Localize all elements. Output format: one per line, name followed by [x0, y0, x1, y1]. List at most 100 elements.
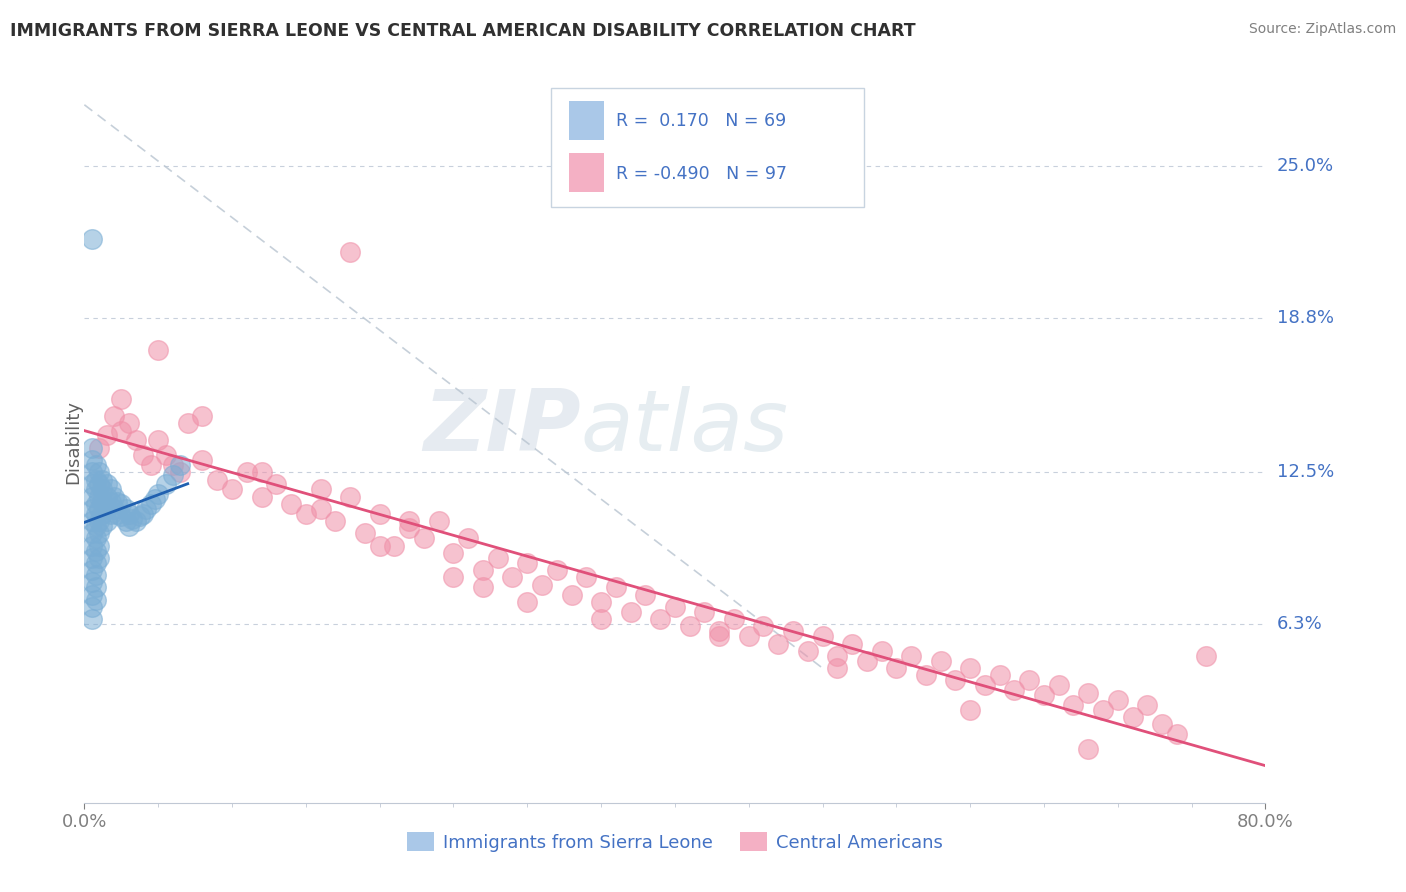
Point — [80, 588, 103, 602]
Point — [96, 502, 118, 516]
Point — [135, 502, 157, 516]
Point — [309, 502, 332, 516]
Text: 12.5%: 12.5% — [1277, 463, 1334, 481]
Text: 6.3%: 6.3% — [1277, 615, 1322, 633]
Point — [105, 494, 128, 508]
Point — [591, 595, 613, 609]
Point — [84, 483, 107, 497]
Point — [121, 511, 143, 525]
Point — [929, 654, 952, 668]
Point — [768, 637, 790, 651]
Point — [1195, 648, 1218, 663]
Point — [155, 448, 177, 462]
Point — [139, 458, 162, 472]
Text: atlas: atlas — [581, 385, 789, 468]
Point — [575, 570, 598, 584]
Point — [80, 453, 103, 467]
Point — [103, 490, 125, 504]
Point — [266, 477, 288, 491]
Point — [100, 483, 122, 497]
Point — [398, 521, 420, 535]
Point — [110, 424, 132, 438]
Point — [84, 580, 107, 594]
Point — [143, 492, 166, 507]
Point — [1166, 727, 1188, 741]
Point — [191, 453, 214, 467]
Point — [1150, 717, 1173, 731]
Point — [87, 477, 111, 491]
Point — [84, 507, 107, 521]
Point — [87, 465, 111, 479]
Point — [354, 526, 377, 541]
Point — [339, 490, 361, 504]
Point — [1004, 683, 1026, 698]
Point — [148, 487, 170, 501]
Point — [100, 507, 122, 521]
Point — [80, 539, 103, 553]
Point — [148, 343, 170, 357]
Point — [679, 619, 702, 633]
Point — [886, 661, 908, 675]
Point — [561, 588, 583, 602]
Point — [80, 612, 103, 626]
Point — [413, 531, 436, 545]
Point — [87, 539, 111, 553]
Point — [738, 629, 761, 643]
Point — [457, 531, 479, 545]
Point — [105, 507, 128, 521]
Point — [80, 232, 103, 246]
Point — [841, 637, 863, 651]
FancyBboxPatch shape — [551, 87, 863, 207]
Point — [280, 497, 302, 511]
Point — [132, 448, 155, 462]
Point — [80, 563, 103, 577]
Y-axis label: Disability: Disability — [65, 400, 82, 483]
Point — [605, 580, 627, 594]
Point — [169, 465, 191, 479]
Point — [959, 703, 981, 717]
Point — [443, 546, 465, 560]
Point — [1077, 685, 1099, 699]
Text: 25.0%: 25.0% — [1277, 157, 1334, 175]
Point — [87, 490, 111, 504]
Point — [915, 668, 938, 682]
Point — [96, 477, 118, 491]
Point — [709, 629, 731, 643]
Point — [501, 570, 523, 584]
Point — [84, 519, 107, 533]
Point — [87, 526, 111, 541]
Point — [148, 434, 170, 448]
Point — [80, 550, 103, 565]
Point — [723, 612, 745, 626]
Point — [591, 612, 613, 626]
Point — [100, 494, 122, 508]
Point — [827, 648, 849, 663]
Point — [339, 244, 361, 259]
Point — [398, 514, 420, 528]
Point — [110, 509, 132, 524]
Point — [1122, 710, 1144, 724]
Point — [155, 477, 177, 491]
Point — [368, 539, 391, 553]
Point — [1047, 678, 1070, 692]
Point — [856, 654, 879, 668]
Point — [1033, 688, 1056, 702]
Point — [80, 490, 103, 504]
Point — [96, 428, 118, 442]
Point — [486, 550, 509, 565]
Point — [1092, 703, 1115, 717]
Point — [382, 539, 406, 553]
Point — [1077, 742, 1099, 756]
Point — [118, 416, 141, 430]
Point — [87, 441, 111, 455]
Point — [91, 494, 114, 508]
Point — [782, 624, 804, 639]
Point — [96, 514, 118, 528]
Point — [132, 507, 155, 521]
Point — [80, 599, 103, 614]
Text: Source: ZipAtlas.com: Source: ZipAtlas.com — [1249, 22, 1396, 37]
Point — [443, 570, 465, 584]
Point — [325, 514, 347, 528]
Point — [516, 556, 538, 570]
Point — [84, 458, 107, 472]
